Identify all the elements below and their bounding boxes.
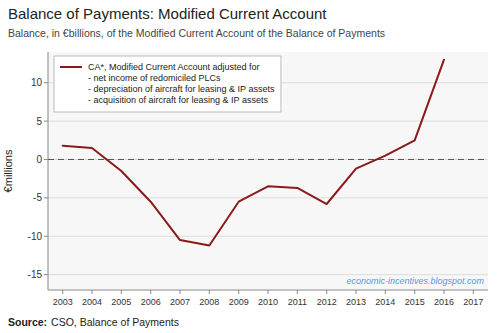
- y-tick: [44, 121, 48, 122]
- x-tick: [268, 290, 269, 294]
- x-tick: [150, 290, 151, 294]
- x-tick: [473, 290, 474, 294]
- legend-line: - depreciation of aircraft for leasing &…: [88, 84, 275, 94]
- x-tick-label: 2012: [317, 297, 337, 307]
- x-tick: [356, 290, 357, 294]
- y-tick-label: 0: [36, 154, 42, 165]
- x-tick-label: 2006: [141, 297, 161, 307]
- x-tick-label: 2003: [53, 297, 73, 307]
- legend-line: CA*, Modified Current Account adjusted f…: [88, 62, 260, 72]
- y-tick-label: 5: [36, 116, 42, 127]
- x-tick: [326, 290, 327, 294]
- watermark: economic-incentives.blogspot.com: [346, 276, 484, 286]
- x-tick: [209, 290, 210, 294]
- legend-entry: CA*, Modified Current Account adjusted f…: [88, 62, 275, 105]
- x-tick-label: 2011: [288, 297, 307, 307]
- legend: CA*, Modified Current Account adjusted f…: [54, 56, 281, 112]
- x-tick: [444, 290, 445, 294]
- y-tick-label: -5: [33, 192, 42, 203]
- x-tick: [238, 290, 239, 294]
- x-tick: [414, 290, 415, 294]
- y-tick: [44, 82, 48, 83]
- x-tick-label: 2004: [82, 297, 102, 307]
- y-tick: [44, 159, 48, 160]
- subtitle: Balance, in €billions, of the Modified C…: [8, 27, 385, 39]
- legend-line: - acquisition of aircraft for leasing & …: [88, 95, 268, 105]
- x-tick-label: 2017: [463, 297, 483, 307]
- x-tick: [121, 290, 122, 294]
- x-tick-label: 2015: [405, 297, 425, 307]
- title: Balance of Payments: Modified Current Ac…: [8, 5, 327, 22]
- source: Source: CSO, Balance of Payments: [8, 316, 179, 328]
- y-tick: [44, 197, 48, 198]
- y-tick-label: -10: [28, 231, 43, 242]
- y-tick-label: -15: [28, 269, 43, 280]
- y-tick-label: 10: [31, 77, 43, 88]
- y-axis-label: €millions: [2, 149, 14, 192]
- grid-line: [48, 274, 488, 275]
- x-tick-label: 2005: [111, 297, 131, 307]
- x-tick-label: 2009: [229, 297, 249, 307]
- plot-marks: [48, 60, 488, 246]
- x-axis: [48, 290, 488, 291]
- y-axis: [48, 52, 49, 290]
- legend-line: - net income of redomiciled PLCs: [88, 73, 221, 83]
- chart: Balance of Payments: Modified Current Ac…: [0, 0, 500, 333]
- legend-box: [54, 56, 281, 112]
- grid-line: [48, 197, 488, 198]
- x-tick-label: 2007: [170, 297, 190, 307]
- y-tick: [44, 236, 48, 237]
- x-tick-label: 2013: [346, 297, 366, 307]
- x-tick: [180, 290, 181, 294]
- x-tick: [92, 290, 93, 294]
- reference-line: [48, 159, 488, 160]
- source-text: CSO, Balance of Payments: [51, 316, 179, 328]
- x-tick-label: 2014: [375, 297, 395, 307]
- x-tick-label: 2008: [199, 297, 219, 307]
- grid-line: [48, 159, 488, 160]
- x-tick: [385, 290, 386, 294]
- plot-area: [48, 52, 488, 290]
- series-line: [63, 60, 444, 246]
- x-tick-label: 2010: [258, 297, 278, 307]
- x-tick: [62, 290, 63, 294]
- y-tick: [44, 274, 48, 275]
- source-label: Source:: [8, 316, 47, 328]
- legend-swatch: [60, 66, 82, 68]
- grid-line: [48, 236, 488, 237]
- x-tick-label: 2016: [434, 297, 454, 307]
- x-tick: [297, 290, 298, 294]
